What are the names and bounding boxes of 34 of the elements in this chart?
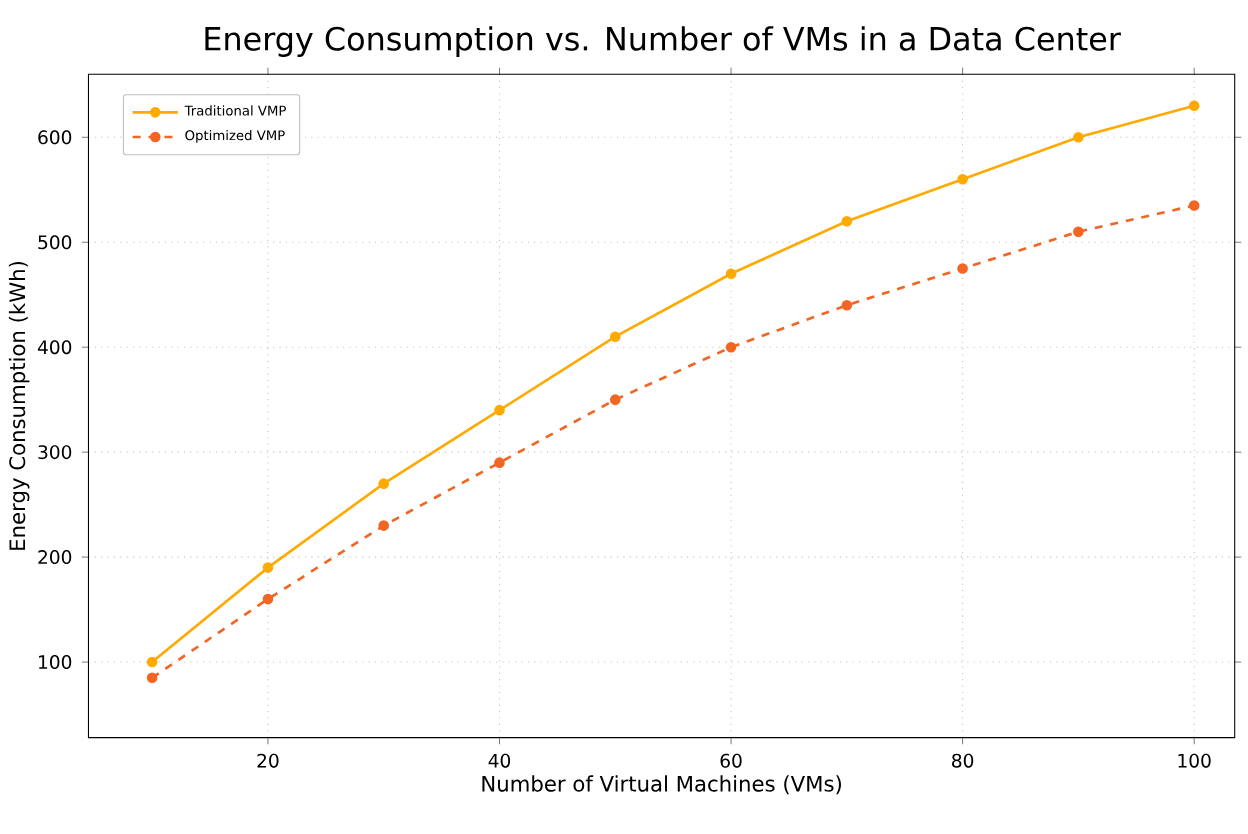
point [1073,226,1084,238]
point [494,457,505,469]
point [146,657,158,668]
chart-title: Energy Consumption vs. Number of VMs in a Data Center [205,26,1121,58]
point [146,672,158,684]
point [1188,200,1200,212]
point [494,405,505,416]
x-tick-label: 80 [952,754,974,769]
point [1073,132,1084,143]
point [957,174,968,185]
y-tick-label: 500 [38,235,72,250]
point [262,562,274,574]
point [841,300,853,311]
point [378,520,390,532]
y-tick-label: 300 [38,445,72,460]
point [378,478,390,490]
x-tick-label: 20 [257,754,279,769]
point [609,331,621,343]
x-axis-title: Number of Virtual Machines (VMs) [482,775,841,795]
point [725,268,737,280]
x-tick-label: 40 [488,754,511,769]
point [725,342,737,353]
x-tick-label: 60 [720,754,742,769]
point [841,216,853,227]
x-tick-label: 100 [1178,754,1211,769]
y-tick-label: 100 [39,655,72,670]
point [957,263,968,275]
point [1188,100,1200,112]
point [262,594,274,605]
y-tick-label: 200 [38,550,72,565]
point [609,394,621,406]
y-axis-title: Energy Consumption (kWh) [8,262,30,551]
y-tick-label: 600 [38,130,72,145]
y-tick-label: 400 [37,340,72,355]
